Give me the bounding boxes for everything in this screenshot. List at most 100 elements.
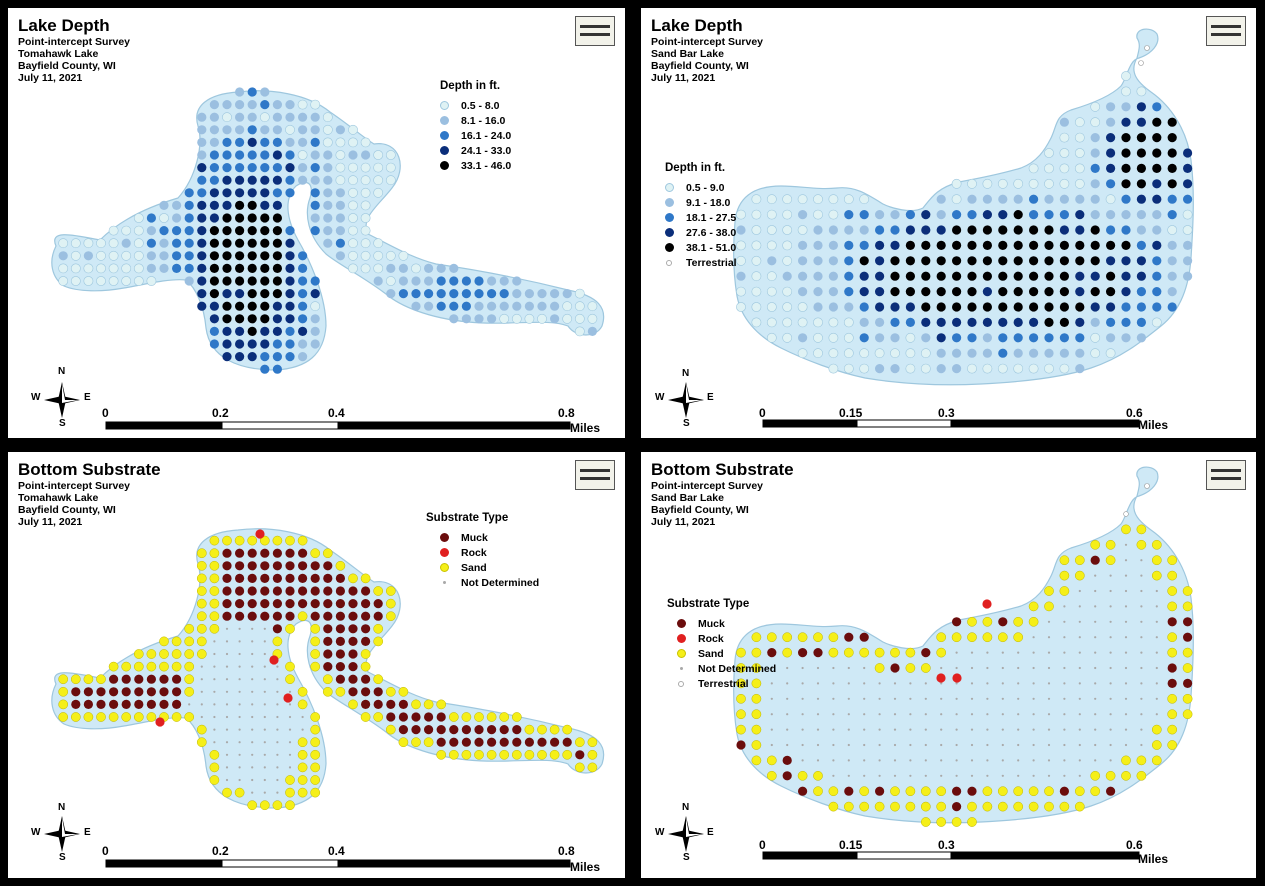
- not-determined-point: [251, 678, 254, 681]
- not-determined-point: [847, 774, 850, 777]
- depth-point: [247, 125, 257, 135]
- depth-point: [890, 333, 900, 343]
- muck-point: [1090, 555, 1100, 565]
- sand-point: [1167, 647, 1178, 658]
- depth-point: [235, 200, 245, 210]
- muck-point: [310, 586, 320, 596]
- depth-point: [1152, 271, 1162, 281]
- depth-point: [335, 251, 345, 261]
- depth-point: [360, 238, 371, 249]
- depth-point: [96, 276, 106, 286]
- map-title: Lake Depth: [18, 16, 110, 35]
- sand-point: [890, 786, 900, 797]
- sand-point: [184, 686, 195, 697]
- sand-point: [196, 573, 207, 584]
- muck-point: [222, 548, 232, 558]
- not-determined-point: [909, 759, 912, 762]
- depth-point: [1121, 71, 1131, 81]
- depth-point: [951, 178, 962, 189]
- depth-point: [751, 286, 762, 297]
- sand-point: [196, 598, 207, 609]
- depth-point: [1121, 317, 1131, 327]
- not-determined-point: [225, 627, 229, 630]
- not-determined-point: [251, 652, 254, 656]
- depth-point: [828, 348, 839, 359]
- muck-point: [96, 687, 106, 697]
- depth-point: [1183, 240, 1193, 250]
- compass-e: E: [84, 392, 91, 403]
- sand-point: [209, 611, 220, 622]
- depth-point: [1106, 302, 1116, 312]
- sand-point: [1136, 755, 1147, 766]
- sand-point: [1044, 786, 1054, 797]
- depth-point: [146, 213, 156, 223]
- sand-point: [1090, 539, 1101, 550]
- depth-point: [797, 317, 808, 328]
- depth-point: [1044, 256, 1054, 266]
- compass-s: S: [59, 418, 66, 429]
- not-determined-point: [1140, 713, 1143, 716]
- muck-point: [310, 599, 320, 609]
- depth-point: [373, 238, 384, 249]
- not-determined-point: [200, 715, 203, 719]
- sand-point: [196, 586, 207, 596]
- not-determined-point: [1140, 620, 1143, 623]
- muck-point: [952, 786, 962, 796]
- depth-point: [1183, 271, 1193, 281]
- depth-point: [905, 240, 915, 250]
- not-determined-point: [1094, 574, 1097, 577]
- muck-point: [260, 599, 270, 609]
- muck-point: [285, 611, 295, 621]
- depth-point: [813, 194, 823, 205]
- depth-point: [260, 87, 270, 97]
- depth-point: [998, 240, 1008, 250]
- depth-point: [197, 238, 207, 248]
- compass-rose-highlight: [686, 834, 702, 837]
- depth-point: [272, 364, 282, 374]
- depth-point: [298, 163, 308, 173]
- legend-swatch: [440, 161, 449, 170]
- muck-point: [348, 624, 358, 634]
- depth-point: [272, 100, 282, 110]
- sand-point: [133, 649, 144, 659]
- not-determined-point: [1063, 697, 1066, 700]
- depth-point: [373, 250, 384, 261]
- depth-point: [1106, 317, 1116, 327]
- depth-point: [844, 225, 854, 235]
- not-determined-point: [955, 728, 958, 731]
- depth-point: [998, 225, 1008, 235]
- not-determined-point: [1140, 666, 1143, 670]
- not-determined-point: [770, 682, 773, 685]
- depth-point: [335, 188, 345, 198]
- sand-point: [1121, 755, 1131, 766]
- sand-point: [196, 548, 207, 559]
- depth-point: [70, 276, 81, 286]
- muck-point: [398, 725, 408, 735]
- depth-point: [1167, 240, 1177, 250]
- depth-point: [247, 301, 257, 311]
- legend-label: Rock: [698, 632, 724, 645]
- not-determined-point: [816, 743, 820, 747]
- not-determined-point: [863, 743, 866, 747]
- depth-point: [859, 317, 869, 327]
- not-determined-point: [213, 665, 216, 668]
- depth-point: [133, 225, 144, 236]
- depth-point: [272, 137, 282, 147]
- depth-point: [512, 276, 522, 286]
- depth-point: [499, 276, 509, 286]
- legend-swatch: [666, 259, 672, 266]
- depth-point: [335, 226, 345, 236]
- sand-point: [184, 712, 195, 722]
- not-determined-point: [1047, 697, 1051, 700]
- depth-point: [574, 288, 585, 299]
- muck-point: [146, 699, 156, 709]
- not-determined-point: [238, 652, 241, 656]
- depth-point: [550, 314, 560, 324]
- sand-point: [70, 712, 81, 722]
- lake-map: [668, 28, 1194, 428]
- depth-point: [348, 124, 358, 135]
- depth-point: [797, 194, 808, 205]
- scale-label: 0.3: [938, 406, 955, 420]
- not-determined-point: [1094, 620, 1097, 623]
- depth-point: [272, 301, 282, 311]
